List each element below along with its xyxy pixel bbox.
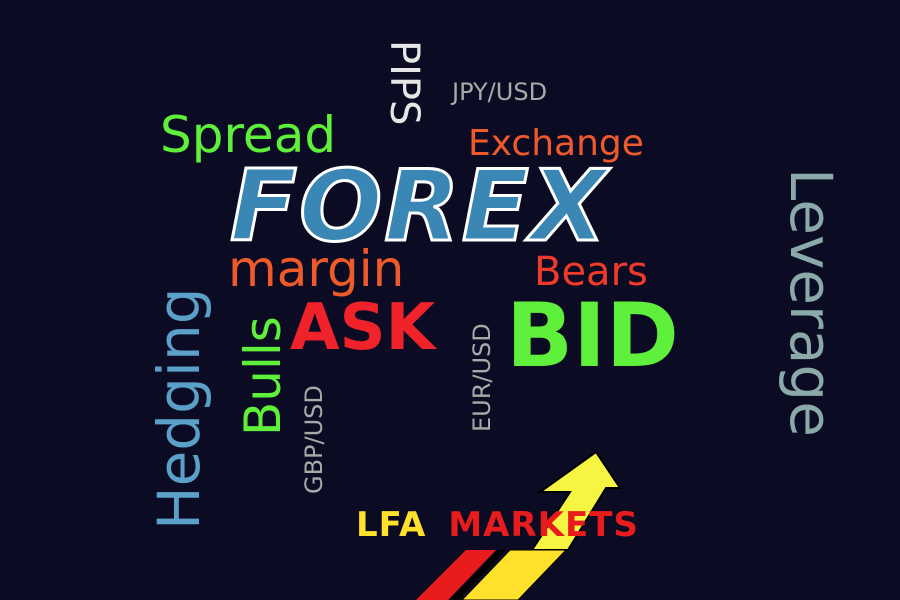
word-forex: FOREX — [228, 150, 609, 264]
logo-stripe-yellow — [461, 549, 568, 600]
word-margin: margin — [228, 240, 405, 298]
word-bears: Bears — [534, 249, 648, 295]
word-bid: BID — [506, 284, 679, 387]
word-exchange: Exchange — [468, 123, 644, 164]
logo-text: LFA MARKETS — [356, 508, 639, 542]
word-pips: PIPS — [381, 40, 427, 126]
lfa-markets-logo — [416, 450, 622, 600]
logo-stripe-red — [416, 550, 496, 600]
word-hedging: Hedging — [145, 287, 213, 530]
word-spread: Spread — [160, 106, 337, 164]
word-bulls: Bulls — [234, 316, 292, 436]
logo-stripe-black — [450, 550, 506, 600]
logo-arrow — [530, 450, 622, 551]
word-jpy-usd: JPY/USD — [452, 78, 548, 106]
logo-lfa: LFA — [356, 505, 427, 545]
word-gbp-usd: GBP/USD — [300, 385, 328, 494]
word-ask: ASK — [290, 291, 436, 365]
word-leverage: Leverage — [777, 168, 845, 437]
word-eur-usd: EUR/USD — [468, 323, 496, 432]
logo-markets: MARKETS — [448, 505, 639, 545]
